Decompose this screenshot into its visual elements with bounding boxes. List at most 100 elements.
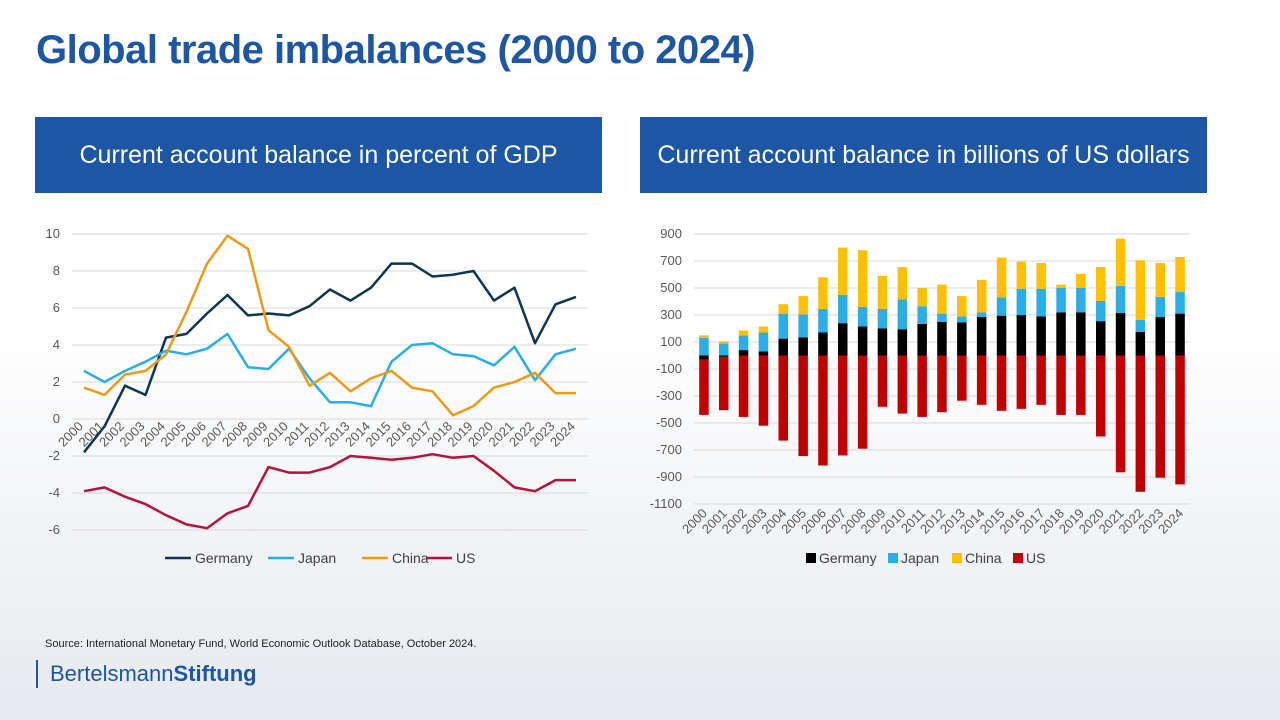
bar-segment-japan bbox=[1115, 286, 1126, 313]
bar-segment-japan bbox=[758, 332, 769, 352]
bar-segment-japan bbox=[1135, 319, 1146, 332]
y-tick-label: -2 bbox=[48, 448, 60, 463]
bar-segment-china bbox=[798, 296, 808, 315]
bar-segment-germany bbox=[1175, 313, 1185, 356]
bar-segment-germany bbox=[1036, 316, 1046, 356]
bar-segment-germany bbox=[957, 322, 967, 356]
bar-segment-us bbox=[1056, 355, 1066, 415]
bar-segment-us bbox=[976, 355, 987, 405]
bar-segment-germany bbox=[699, 355, 709, 360]
bar-segment-china bbox=[1096, 267, 1106, 301]
legend-label-germany: Germany bbox=[819, 550, 877, 566]
legend-label-japan: Japan bbox=[298, 550, 336, 566]
bar-segment-china bbox=[857, 250, 868, 307]
bar-segment-us bbox=[917, 355, 927, 417]
bar-segment-japan bbox=[1056, 288, 1066, 313]
legend-swatch-us bbox=[1013, 553, 1023, 563]
bar-segment-china bbox=[937, 284, 947, 314]
y-tick-label: 4 bbox=[53, 337, 60, 352]
series-line-germany bbox=[83, 262, 577, 454]
bar-segment-us bbox=[1115, 355, 1126, 473]
bar-segment-japan bbox=[778, 313, 788, 339]
bar-segment-china bbox=[897, 267, 908, 300]
legend-swatch-germany bbox=[806, 553, 816, 563]
y-tick-label: 300 bbox=[660, 307, 682, 322]
bar-segment-japan bbox=[1155, 296, 1165, 318]
bar-segment-us bbox=[1076, 355, 1086, 415]
y-tick-label: 10 bbox=[46, 226, 60, 241]
bar-segment-china bbox=[957, 296, 967, 317]
bar-segment-japan bbox=[798, 314, 808, 338]
right-chart-heading: Current account balance in billions of U… bbox=[640, 117, 1207, 193]
bar-segment-china bbox=[738, 330, 749, 336]
legend-swatch-japan bbox=[888, 553, 898, 563]
bar-segment-germany bbox=[917, 323, 927, 356]
y-tick-label: -900 bbox=[656, 469, 682, 484]
legend-label-china: China bbox=[965, 550, 1002, 566]
bar-segment-japan bbox=[818, 308, 828, 333]
y-tick-label: 900 bbox=[660, 226, 682, 241]
bar-segment-us bbox=[699, 359, 709, 415]
bar-segment-germany bbox=[758, 351, 769, 356]
bar-segment-japan bbox=[897, 299, 908, 330]
bar-segment-china bbox=[976, 279, 987, 313]
bar-segment-japan bbox=[738, 335, 749, 351]
bar-segment-us bbox=[798, 355, 808, 457]
y-tick-label: 500 bbox=[660, 280, 682, 295]
bar-segment-germany bbox=[996, 315, 1007, 356]
bar-segment-germany bbox=[838, 323, 848, 356]
bar-segment-japan bbox=[917, 306, 927, 324]
bar-segment-us bbox=[818, 355, 828, 466]
bar-segment-us bbox=[1135, 355, 1146, 492]
y-tick-label: 6 bbox=[53, 300, 60, 315]
bar-segment-us bbox=[877, 355, 888, 407]
bar-segment-us bbox=[957, 355, 967, 401]
bar-segment-germany bbox=[877, 328, 888, 356]
bar-segment-germany bbox=[1076, 312, 1086, 356]
bar-segment-japan bbox=[1175, 292, 1185, 314]
bar-segment-china bbox=[719, 341, 729, 344]
bar-segment-germany bbox=[1135, 331, 1146, 356]
y-tick-label: -1100 bbox=[650, 496, 682, 511]
bar-segment-china bbox=[1056, 284, 1066, 288]
bar-segment-germany bbox=[1155, 317, 1165, 356]
logo-text-regular: Bertelsmann bbox=[50, 661, 174, 686]
bar-segment-china bbox=[818, 277, 828, 309]
bar-segment-germany bbox=[798, 337, 808, 356]
legend-label-china: China bbox=[392, 550, 429, 566]
bar-segment-us bbox=[738, 355, 749, 417]
y-tick-label: -300 bbox=[656, 388, 682, 403]
bar-segment-us bbox=[758, 355, 769, 426]
series-line-us bbox=[83, 452, 576, 530]
y-tick-label: -4 bbox=[48, 485, 60, 500]
bar-segment-japan bbox=[857, 306, 868, 327]
y-tick-label: 100 bbox=[660, 334, 682, 349]
bar-segment-germany bbox=[778, 338, 788, 356]
legend-swatch-china bbox=[952, 553, 962, 563]
bar-segment-china bbox=[1175, 257, 1185, 293]
bar-segment-china bbox=[1155, 263, 1165, 297]
y-tick-label: -100 bbox=[656, 361, 682, 376]
bar-segment-japan bbox=[937, 313, 947, 322]
y-tick-label: -500 bbox=[656, 415, 682, 430]
bar-segment-china bbox=[1016, 261, 1027, 289]
bar-segment-us bbox=[719, 356, 729, 411]
series-line-japan bbox=[83, 332, 577, 408]
bar-segment-germany bbox=[937, 321, 947, 356]
bar-segment-china bbox=[996, 257, 1007, 298]
series-line-china bbox=[83, 234, 576, 417]
bar-segment-china bbox=[1115, 238, 1126, 286]
y-tick-label: 700 bbox=[660, 253, 682, 268]
bar-segment-germany bbox=[1096, 321, 1106, 356]
bar-segment-china bbox=[1036, 263, 1046, 289]
legend-label-japan: Japan bbox=[901, 550, 939, 566]
bar-segment-china bbox=[758, 326, 769, 333]
bar-segment-germany bbox=[857, 326, 868, 356]
bar-segment-germany bbox=[976, 317, 987, 356]
bar-segment-japan bbox=[838, 294, 848, 324]
bar-segment-japan bbox=[719, 343, 729, 356]
bar-segment-germany bbox=[1016, 315, 1027, 356]
y-tick-label: 8 bbox=[53, 263, 60, 278]
legend-label-us: US bbox=[1026, 550, 1045, 566]
bar-segment-us bbox=[1175, 355, 1185, 485]
